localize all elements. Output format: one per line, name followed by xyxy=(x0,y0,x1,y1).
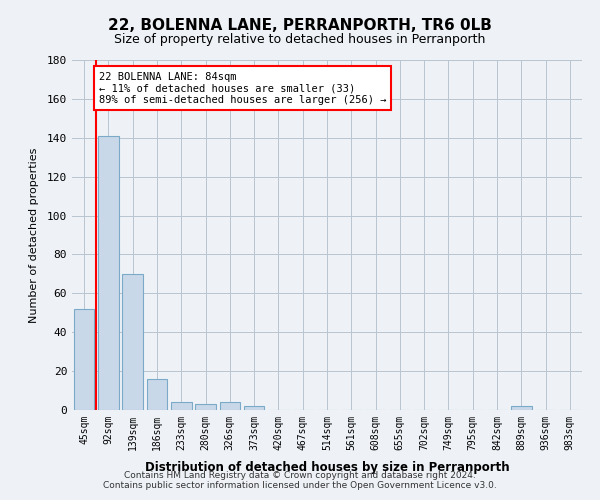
Bar xyxy=(98,136,119,410)
Bar xyxy=(511,406,532,410)
Bar xyxy=(195,404,216,410)
Text: Size of property relative to detached houses in Perranporth: Size of property relative to detached ho… xyxy=(115,32,485,46)
Bar xyxy=(146,379,167,410)
Text: Contains HM Land Registry data © Crown copyright and database right 2024.
Contai: Contains HM Land Registry data © Crown c… xyxy=(103,470,497,490)
Text: 22 BOLENNA LANE: 84sqm
← 11% of detached houses are smaller (33)
89% of semi-det: 22 BOLENNA LANE: 84sqm ← 11% of detached… xyxy=(99,72,386,105)
X-axis label: Distribution of detached houses by size in Perranporth: Distribution of detached houses by size … xyxy=(145,461,509,474)
Y-axis label: Number of detached properties: Number of detached properties xyxy=(29,148,38,322)
Bar xyxy=(122,274,143,410)
Bar xyxy=(244,406,265,410)
Text: 22, BOLENNA LANE, PERRANPORTH, TR6 0LB: 22, BOLENNA LANE, PERRANPORTH, TR6 0LB xyxy=(108,18,492,32)
Bar xyxy=(74,309,94,410)
Bar xyxy=(171,402,191,410)
Bar xyxy=(220,402,240,410)
